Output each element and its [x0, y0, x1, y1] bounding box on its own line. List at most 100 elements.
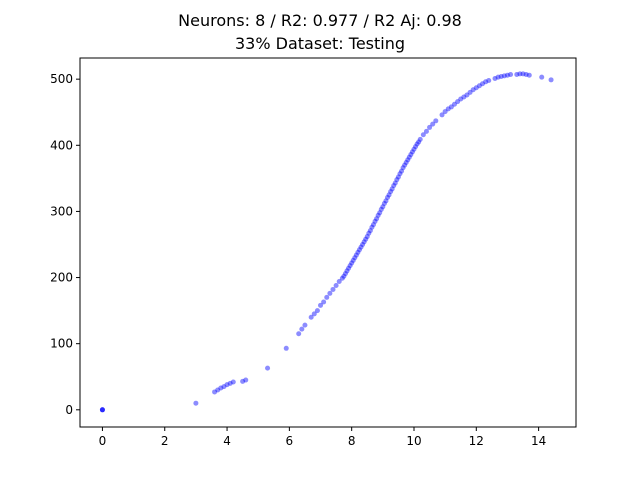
- data-point: [385, 195, 391, 201]
- data-point: [353, 252, 359, 258]
- data-point: [399, 168, 405, 174]
- data-point: [504, 72, 510, 78]
- data-point: [526, 72, 532, 78]
- data-point: [265, 365, 271, 371]
- data-point: [486, 77, 492, 83]
- data-point: [344, 268, 350, 274]
- data-point: [346, 265, 352, 271]
- data-point: [355, 249, 361, 255]
- data-point: [224, 382, 230, 388]
- data-point: [314, 308, 320, 314]
- data-point: [370, 222, 376, 228]
- data-point: [391, 183, 397, 189]
- data-point: [498, 74, 504, 80]
- data-point: [455, 99, 461, 105]
- data-point: [349, 260, 355, 266]
- data-points: [99, 71, 554, 413]
- data-point: [339, 275, 345, 281]
- x-tick-label: 4: [223, 434, 231, 448]
- data-point: [378, 206, 384, 212]
- data-point: [389, 186, 395, 192]
- x-tick-label: 10: [406, 434, 421, 448]
- data-point: [492, 76, 498, 81]
- data-point: [413, 144, 419, 150]
- data-point: [356, 247, 362, 253]
- data-point: [296, 331, 302, 337]
- data-point: [402, 162, 408, 168]
- data-point: [311, 311, 317, 317]
- data-point: [364, 234, 370, 240]
- data-point: [406, 154, 412, 160]
- data-point: [330, 286, 336, 292]
- data-point: [448, 104, 454, 110]
- x-tick-label: 8: [348, 434, 356, 448]
- data-point: [394, 177, 400, 183]
- data-point: [342, 271, 348, 277]
- data-point: [369, 224, 375, 230]
- data-point: [409, 149, 415, 155]
- data-point: [318, 302, 324, 308]
- data-point: [333, 282, 339, 288]
- data-point: [461, 94, 467, 100]
- data-point: [230, 379, 236, 385]
- data-point: [467, 89, 473, 95]
- data-point: [514, 72, 520, 78]
- data-point: [350, 257, 356, 263]
- data-point: [411, 146, 417, 152]
- data-point: [363, 236, 369, 242]
- y-tick-label: 100: [50, 337, 73, 351]
- data-point: [416, 139, 422, 145]
- y-axis: 0 100 200 300 400 500: [50, 72, 80, 417]
- y-tick-label: 0: [65, 403, 73, 417]
- data-point: [442, 109, 448, 115]
- data-point: [395, 174, 401, 180]
- data-point: [388, 189, 394, 195]
- data-point: [397, 171, 403, 177]
- chart-title: Neurons: 8 / R2: 0.977 / R2 Aj: 0.98: [178, 11, 462, 30]
- data-point: [523, 72, 529, 78]
- data-point: [327, 290, 333, 296]
- data-point: [308, 314, 314, 320]
- data-point: [423, 128, 429, 134]
- data-point: [517, 71, 523, 77]
- data-point: [439, 112, 445, 118]
- x-tick-label: 2: [161, 434, 169, 448]
- data-point: [430, 121, 436, 127]
- data-point: [473, 85, 479, 91]
- data-point: [386, 192, 392, 198]
- data-point: [366, 230, 372, 236]
- data-point: [375, 212, 381, 218]
- data-point: [358, 244, 364, 250]
- data-point: [377, 210, 383, 216]
- x-tick-label: 14: [531, 434, 546, 448]
- data-point: [451, 101, 457, 107]
- data-point: [218, 385, 224, 391]
- data-point: [405, 157, 411, 163]
- data-point: [243, 377, 249, 383]
- data-point: [381, 200, 387, 206]
- data-point: [193, 400, 199, 406]
- data-point: [548, 77, 554, 83]
- chart-subtitle: 33% Dataset: Testing: [234, 34, 406, 53]
- data-point: [445, 106, 451, 112]
- data-point: [324, 294, 330, 300]
- data-point: [392, 180, 398, 186]
- data-point: [341, 273, 347, 279]
- data-point: [464, 92, 470, 98]
- data-point: [539, 74, 545, 80]
- data-point: [99, 407, 105, 413]
- data-point: [417, 136, 423, 142]
- data-point: [495, 74, 501, 80]
- data-point: [483, 79, 489, 85]
- data-point: [299, 326, 305, 332]
- data-point: [240, 378, 246, 384]
- data-point: [360, 241, 366, 247]
- data-point: [508, 72, 514, 78]
- data-point: [433, 118, 439, 124]
- x-tick-label: 0: [99, 434, 107, 448]
- data-point: [403, 159, 409, 165]
- data-point: [367, 228, 373, 234]
- data-point: [380, 204, 386, 210]
- data-point: [400, 165, 406, 171]
